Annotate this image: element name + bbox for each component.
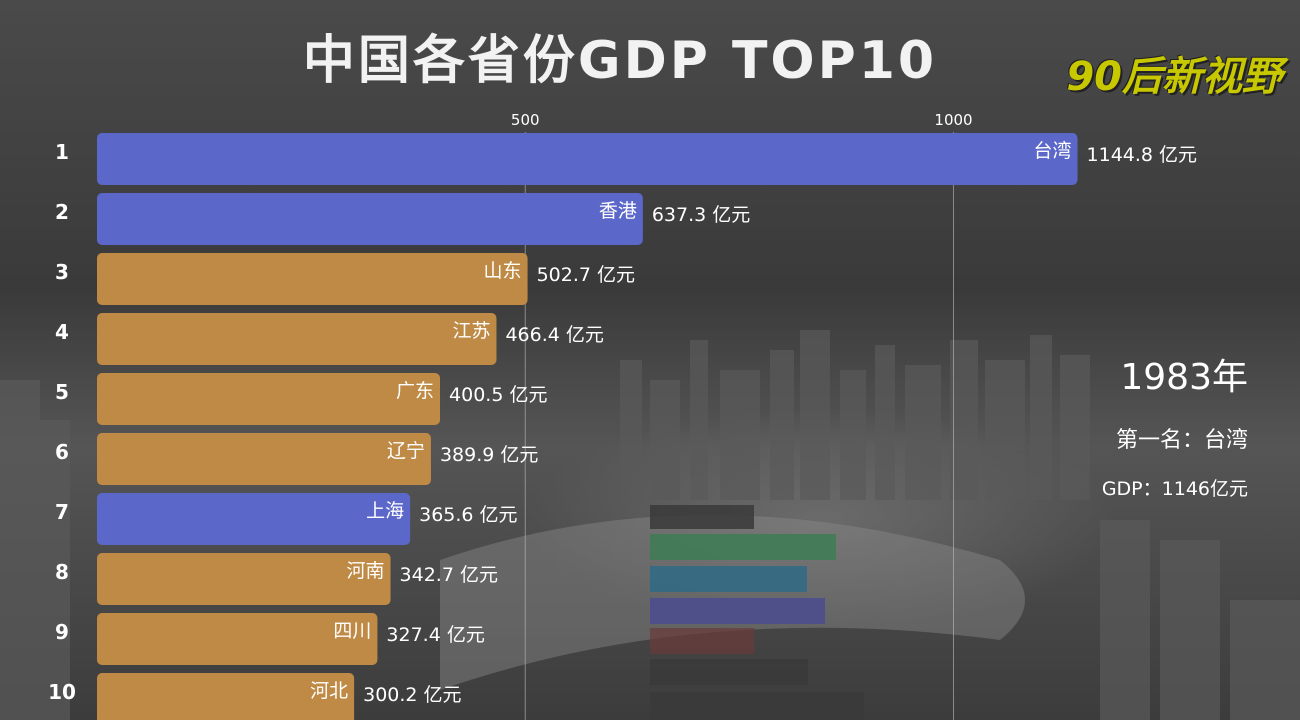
- data-label: 365.6 亿元: [419, 504, 517, 526]
- x-tick-label: 500: [511, 111, 540, 129]
- data-label: 637.3 亿元: [652, 204, 750, 226]
- category-label: 四川: [333, 620, 371, 642]
- rank-label: 2: [55, 200, 69, 224]
- category-label: 广东: [396, 380, 434, 402]
- bar: [97, 613, 378, 665]
- bar: [97, 673, 355, 720]
- category-label: 上海: [366, 500, 404, 522]
- rank-label: 9: [55, 620, 69, 644]
- data-label: 466.4 亿元: [505, 324, 603, 346]
- gdp-label: GDP：1146亿元: [1101, 478, 1248, 500]
- first-place-label: 第一名：台湾: [1115, 428, 1248, 453]
- data-label: 400.5 亿元: [449, 384, 547, 406]
- rank-label: 7: [55, 500, 69, 524]
- rank-label: 10: [48, 680, 76, 704]
- rank-label: 3: [55, 260, 69, 284]
- rank-label: 6: [55, 440, 69, 464]
- rank-label: 5: [55, 380, 69, 404]
- bar: [97, 553, 391, 605]
- data-label: 389.9 亿元: [440, 444, 538, 466]
- chart-title: 中国各省份GDP TOP10: [302, 31, 938, 91]
- category-label: 香港: [599, 200, 637, 222]
- bar: [97, 313, 497, 365]
- data-label: 1144.8 亿元: [1087, 144, 1198, 166]
- data-label: 342.7 亿元: [400, 564, 498, 586]
- category-label: 台湾: [1034, 140, 1072, 162]
- data-label: 327.4 亿元: [386, 624, 484, 646]
- category-label: 山东: [484, 260, 522, 282]
- rank-label: 8: [55, 560, 69, 584]
- category-label: 辽宁: [387, 440, 425, 462]
- channel-watermark: 90后新视野: [1066, 54, 1282, 100]
- bar: [97, 493, 411, 545]
- category-label: 河北: [310, 680, 348, 702]
- bar: [97, 433, 431, 485]
- data-label: 502.7 亿元: [537, 264, 635, 286]
- data-label: 300.2 亿元: [363, 684, 461, 706]
- x-tick-label: 1000: [934, 111, 972, 129]
- rank-label: 4: [55, 320, 69, 344]
- rank-label: 1: [55, 140, 69, 164]
- bar: [97, 253, 528, 305]
- category-label: 河南: [347, 560, 385, 582]
- year-label: 1983年: [1120, 357, 1248, 398]
- bar: [97, 193, 643, 245]
- bar: [97, 373, 441, 425]
- category-label: 江苏: [452, 320, 490, 342]
- bar: [97, 133, 1078, 185]
